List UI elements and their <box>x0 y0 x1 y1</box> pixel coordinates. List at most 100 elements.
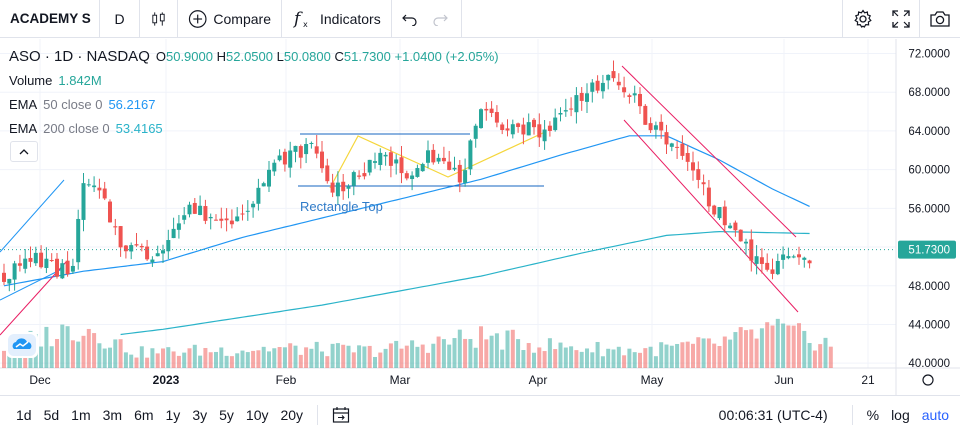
log-toggle[interactable]: log <box>891 407 910 423</box>
volume-bar <box>145 357 150 368</box>
legend-ema50-row[interactable]: EMA 50 close 0 56.2167 <box>9 92 499 116</box>
volume-bar <box>452 338 457 368</box>
range-1m[interactable]: 1m <box>71 406 91 423</box>
volume-bar <box>807 343 812 368</box>
candle-body <box>155 253 160 257</box>
volume-bar <box>537 347 542 368</box>
snapshot-button[interactable] <box>920 0 960 38</box>
volume-bar <box>574 350 579 368</box>
fullscreen-button[interactable] <box>882 0 920 38</box>
volume-label: Volume <box>9 72 53 88</box>
percent-toggle[interactable]: % <box>866 407 880 423</box>
volume-bar <box>754 338 759 368</box>
candle-body <box>426 150 430 163</box>
price-axis-tick: 60.0000 <box>908 165 950 177</box>
range-20y[interactable]: 20y <box>280 406 304 423</box>
range-3m[interactable]: 3m <box>102 406 123 423</box>
chart-type-button[interactable] <box>140 0 178 38</box>
volume-bar <box>171 351 176 368</box>
volume-bar <box>606 348 611 368</box>
ema200-label: EMA <box>9 120 38 136</box>
volume-bar <box>797 323 801 368</box>
redo-icon[interactable] <box>432 12 448 26</box>
volume-bar <box>706 338 711 368</box>
goto-date-button[interactable] <box>326 396 356 433</box>
interval-selector[interactable]: D <box>100 0 140 38</box>
volume-bar <box>759 328 764 368</box>
auto-scale-toggle[interactable]: auto <box>921 407 949 423</box>
range-6m[interactable]: 6m <box>134 406 154 423</box>
candle-body <box>203 206 208 221</box>
range-5d[interactable]: 5d <box>43 406 60 423</box>
candle-body <box>532 119 536 128</box>
divider <box>851 405 853 425</box>
legend-volume-row[interactable]: Volume 1.842M <box>9 68 499 92</box>
candle-body <box>759 257 764 264</box>
volume-bar <box>404 345 409 368</box>
undo-redo-group <box>392 0 462 38</box>
candle-body <box>547 125 552 131</box>
volume-bar <box>330 343 335 368</box>
volume-bar <box>304 347 309 368</box>
range-1d[interactable]: 1d <box>16 406 32 423</box>
volume-bar <box>320 351 324 368</box>
range-5y[interactable]: 5y <box>219 406 234 423</box>
volume-bar <box>81 335 86 368</box>
candle-body <box>659 121 664 131</box>
legend-collapse-button[interactable] <box>10 141 38 162</box>
volume-bar <box>272 348 277 368</box>
tradingview-logo[interactable] <box>6 332 38 358</box>
toolbar-right <box>842 0 960 38</box>
volume-bar <box>611 349 616 368</box>
channel-upper-line <box>0 179 65 253</box>
change-value: +1.0400 (+2.05%) <box>394 48 499 64</box>
candle-body <box>92 185 97 188</box>
volume-bar <box>346 345 351 368</box>
ema200-line <box>120 230 810 336</box>
volume-bar <box>786 325 791 368</box>
volume-bar <box>733 332 738 368</box>
candle-body <box>563 110 568 112</box>
candle-body <box>781 254 786 260</box>
candle-body <box>55 258 59 277</box>
undo-icon[interactable] <box>402 12 418 26</box>
candle-body <box>161 250 165 254</box>
compare-button[interactable]: Compare <box>178 0 282 38</box>
symbol-search[interactable]: ACADEMY S <box>0 0 100 38</box>
ema50-line <box>3 135 810 287</box>
volume-bar <box>224 355 229 368</box>
volume-bar <box>362 346 367 368</box>
volume-bar <box>616 346 621 368</box>
chevron-up-icon <box>19 148 29 154</box>
volume-bar <box>823 337 828 368</box>
time-axis-tick: 2023 <box>153 373 180 387</box>
candle-body <box>632 93 637 96</box>
candle-body <box>7 278 12 284</box>
candle-body <box>261 183 266 187</box>
candle-body <box>722 206 727 226</box>
volume-bar <box>251 350 256 368</box>
zigzag-pattern <box>329 131 546 189</box>
volume-bar <box>770 325 775 368</box>
candle-body <box>97 187 102 191</box>
candle-body <box>457 164 462 183</box>
high-label: H <box>216 48 226 64</box>
range-3y[interactable]: 3y <box>192 406 208 423</box>
ema50-value: 56.2167 <box>108 96 156 112</box>
indicators-button[interactable]: f x Indicators <box>282 0 392 38</box>
volume-bar <box>288 343 293 368</box>
price-chart[interactable]: 72.000068.000064.000060.000056.000052.00… <box>0 39 960 395</box>
clock-timezone[interactable]: 00:06:31 (UTC-4) <box>718 407 828 423</box>
candle-body <box>118 226 123 248</box>
candle-body <box>70 265 75 272</box>
volume-bar <box>680 342 685 368</box>
candle-body <box>229 220 234 225</box>
range-10y[interactable]: 10y <box>245 406 269 423</box>
settings-button[interactable] <box>842 0 882 38</box>
volume-bar <box>436 336 441 368</box>
volume-bar <box>388 343 393 368</box>
range-1y[interactable]: 1y <box>165 406 181 423</box>
divider <box>317 404 319 425</box>
price-axis-tick: 40.0000 <box>908 358 950 370</box>
legend-ema200-row[interactable]: EMA 200 close 0 53.4165 <box>9 116 499 140</box>
